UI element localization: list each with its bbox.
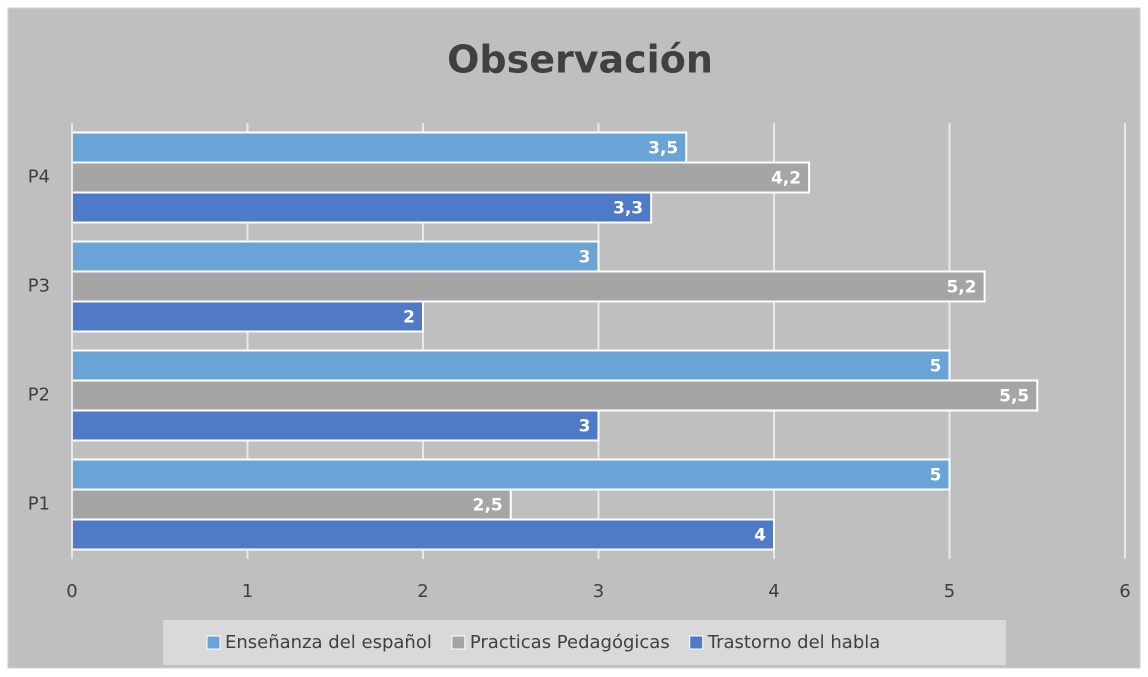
x-tick-label: 3 — [593, 581, 604, 602]
bar — [71, 409, 600, 442]
x-tick-label: 6 — [1119, 581, 1130, 602]
legend-box — [163, 620, 1006, 665]
value-label: 3 — [579, 417, 591, 437]
bar — [71, 240, 600, 273]
value-label: 4,2 — [771, 169, 801, 189]
value-label: 3 — [579, 248, 591, 268]
value-label: 5,5 — [999, 387, 1029, 407]
x-tick-label: 2 — [417, 581, 428, 602]
bar — [71, 379, 1039, 412]
y-tick-label: P3 — [28, 276, 50, 297]
value-label: 3,5 — [648, 139, 678, 159]
x-tick-label: 0 — [66, 581, 77, 602]
y-tick-label: P1 — [28, 494, 50, 515]
y-tick-label: P2 — [28, 385, 50, 406]
legend-label: Practicas Pedagógicas — [470, 632, 670, 653]
bar — [71, 518, 775, 551]
bar — [71, 300, 424, 333]
x-tick-label: 1 — [242, 581, 253, 602]
value-label: 5,2 — [946, 278, 976, 298]
bar — [71, 270, 986, 303]
value-label: 2 — [403, 308, 415, 328]
bar — [71, 458, 951, 491]
value-label: 2,5 — [473, 496, 503, 516]
value-label: 5 — [930, 357, 942, 377]
legend-swatch — [451, 635, 466, 650]
legend-label: Enseñanza del español — [225, 632, 432, 653]
bar — [71, 131, 688, 164]
bar — [71, 161, 811, 194]
chart-title: Observación — [447, 38, 713, 82]
legend-swatch — [689, 635, 704, 650]
legend-label: Trastorno del habla — [707, 632, 881, 653]
legend-swatch — [206, 635, 221, 650]
x-tick-label: 4 — [768, 581, 779, 602]
bar — [71, 349, 951, 382]
value-label: 4 — [754, 526, 766, 546]
bar — [71, 488, 512, 521]
y-tick-label: P4 — [28, 167, 50, 188]
x-tick-label: 5 — [944, 581, 955, 602]
value-label: 5 — [930, 466, 942, 486]
value-label: 3,3 — [613, 199, 643, 219]
bar — [71, 191, 653, 224]
chart-background — [7, 7, 1141, 669]
